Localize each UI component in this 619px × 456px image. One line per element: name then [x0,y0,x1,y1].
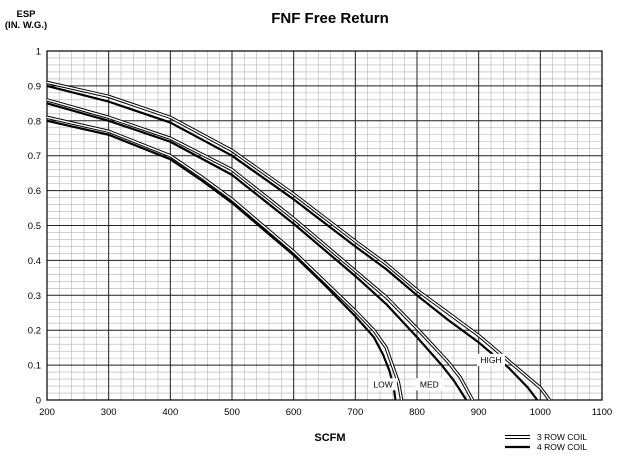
y-tick-label: 0.6 [28,186,41,197]
low-3-row-curve-inner [46,116,403,401]
x-tick-label: 200 [39,407,55,418]
high-3-row-curve-inner [46,81,551,401]
y-tick-label: 0 [36,396,41,407]
x-tick-label: 300 [101,407,117,418]
chart-title: FNF Free Return [271,10,389,27]
med-3-row-curve [46,98,474,401]
y-tick-label: 1 [36,47,41,58]
x-tick-label: 1000 [530,407,551,418]
low-4-row-curve [46,119,397,401]
y-tick-label: 0.3 [28,291,41,302]
y-tick-label: 0.9 [28,81,41,92]
curve-label-low: LOW [373,379,392,389]
high-4-row-curve [46,84,539,401]
x-axis-label: SCFM [314,432,346,444]
y-axis-label-line-1: ESP [16,9,36,20]
y-tick-label: 0.5 [28,221,41,232]
x-tick-label: 700 [347,407,363,418]
low-3-row-curve [46,115,404,401]
y-axis-label: ESP (IN. W.G.) [2,9,50,31]
x-tick-label: 1100 [592,407,612,418]
x-tick-label: 900 [471,407,487,418]
plot-frame [46,50,603,401]
y-tick-label: 0.7 [28,151,41,162]
y-tick-label: 0.8 [28,116,41,127]
legend-4-row-label: 4 ROW COIL [537,442,587,452]
curve-label-high: HIGH [480,355,501,365]
y-tick-label: 0.1 [28,361,41,372]
curve-label-bg [477,353,505,366]
curve-label-med: MED [420,379,439,389]
curve-label-bg [369,378,398,391]
med-4-row-curve [46,102,468,401]
x-tick-label: 800 [409,407,425,418]
y-tick-label: 0.4 [28,256,41,267]
x-tick-label: 600 [286,407,302,418]
legend-3-row-label: 3 ROW COIL [537,432,587,442]
med-3-row-curve-inner [46,99,474,401]
curve-label-bg [415,378,444,391]
y-tick-label: 0.2 [28,326,41,337]
x-tick-label: 500 [224,407,240,418]
y-axis-label-line-2: (IN. W.G.) [4,20,48,31]
high-3-row-curve [46,80,551,402]
x-tick-label: 400 [162,407,178,418]
